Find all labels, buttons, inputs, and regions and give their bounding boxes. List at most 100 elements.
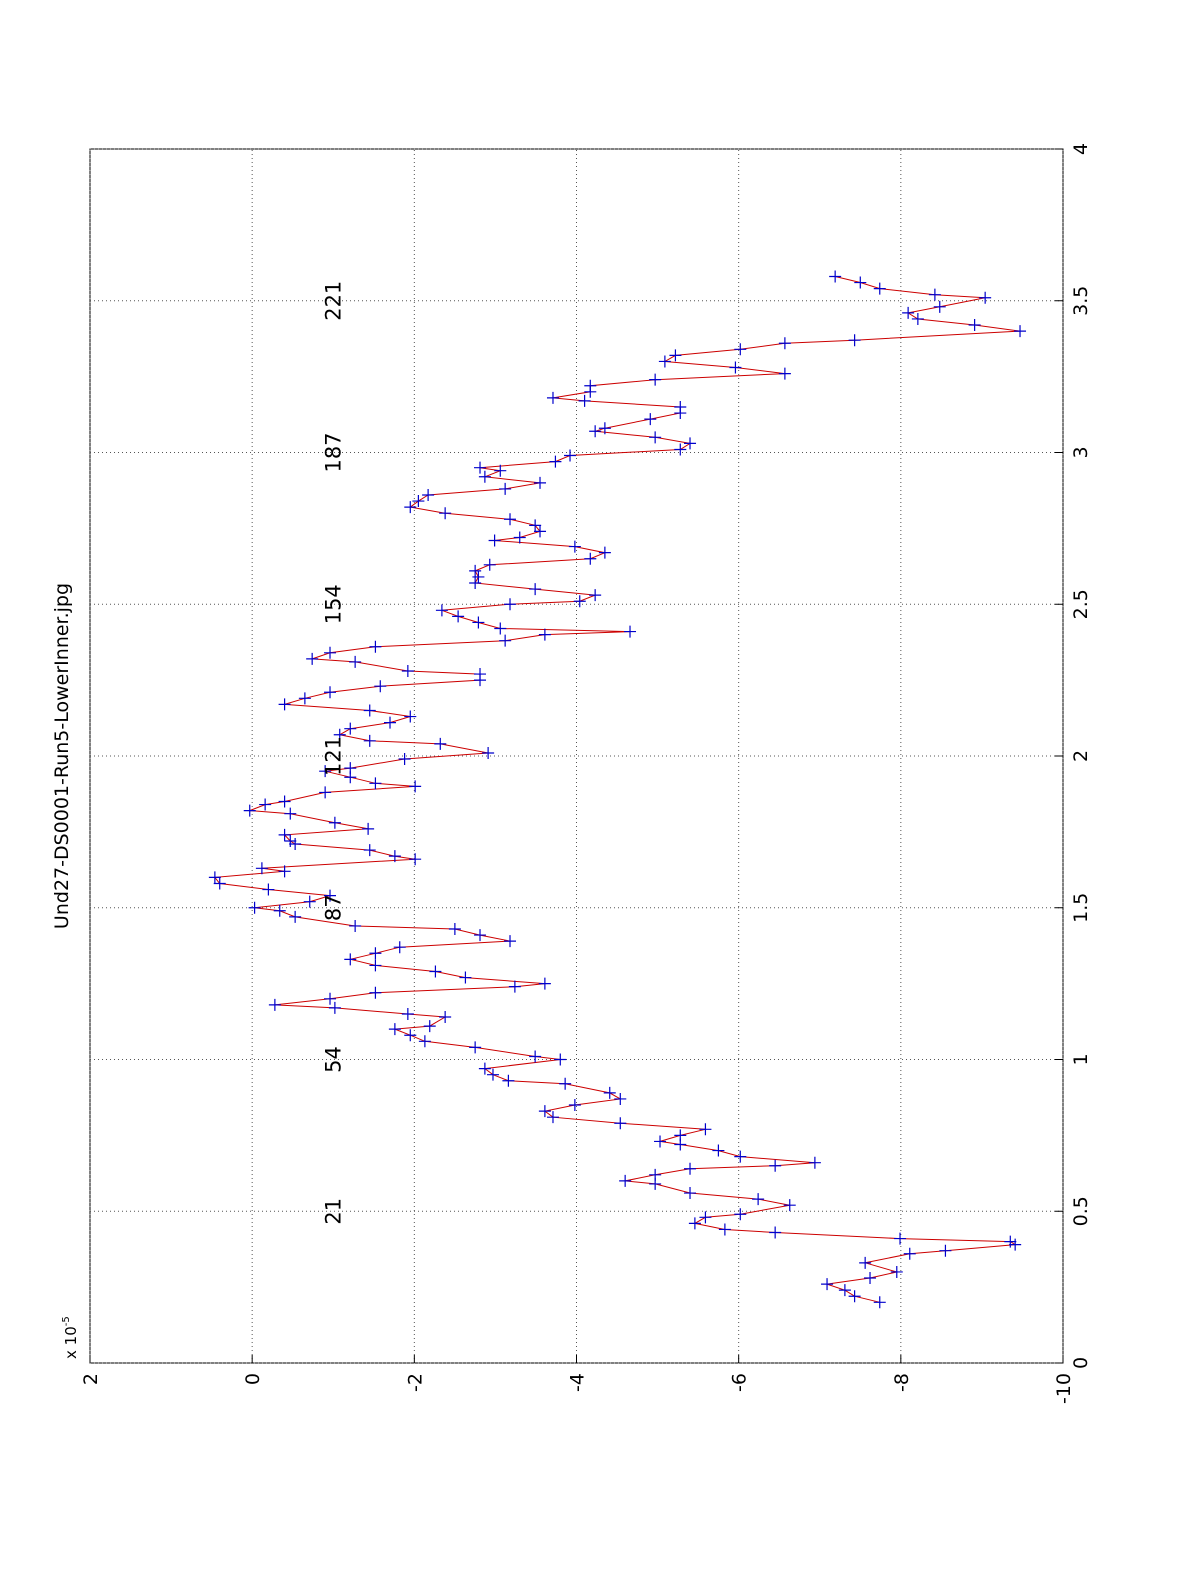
data-marker	[303, 895, 316, 908]
data-marker	[478, 1062, 491, 1075]
data-marker	[903, 1247, 916, 1260]
data-marker	[404, 1029, 417, 1042]
data-marker	[534, 476, 547, 489]
data-marker	[808, 1156, 821, 1169]
data-marker	[864, 1272, 877, 1285]
multiplier-base: x 10	[62, 1326, 80, 1359]
data-marker	[483, 558, 496, 571]
data-marker	[384, 716, 397, 729]
data-marker	[369, 959, 382, 972]
data-marker	[549, 455, 562, 468]
data-marker	[649, 1168, 662, 1181]
data-marker	[854, 276, 867, 289]
data-marker	[488, 534, 501, 547]
data-marker	[401, 665, 414, 678]
annotation: 21	[321, 1198, 345, 1225]
data-marker	[504, 935, 517, 948]
annotation: 154	[321, 584, 345, 624]
data-marker	[699, 1123, 712, 1136]
data-marker	[324, 889, 337, 902]
data-marker	[324, 686, 337, 699]
data-marker	[349, 655, 362, 668]
x-tick-label: 0	[1070, 1357, 1092, 1369]
data-marker	[873, 1296, 886, 1309]
data-marker	[619, 1174, 632, 1187]
data-marker	[718, 1223, 731, 1236]
data-marker	[654, 1135, 667, 1148]
data-marker	[404, 710, 417, 723]
x-tick-label: 3	[1070, 446, 1092, 458]
data-marker	[363, 734, 376, 747]
data-marker	[644, 413, 657, 426]
data-marker	[363, 704, 376, 717]
data-marker	[649, 373, 662, 386]
data-marker	[255, 862, 268, 875]
data-marker	[894, 1232, 907, 1245]
data-marker	[499, 482, 512, 495]
data-marker	[584, 552, 597, 565]
data-marker	[459, 971, 472, 984]
data-marker	[1004, 1235, 1017, 1248]
data-marker	[538, 977, 551, 990]
data-marker	[494, 622, 507, 635]
data-marker	[319, 786, 332, 799]
data-marker	[289, 838, 302, 851]
data-marker	[529, 519, 542, 532]
data-marker	[369, 777, 382, 790]
data-marker	[614, 1092, 627, 1105]
data-marker	[213, 877, 226, 890]
data-marker	[598, 422, 611, 435]
data-marker	[298, 692, 311, 705]
x-tick-label: 2.5	[1070, 589, 1092, 619]
data-marker	[472, 616, 485, 629]
data-marker	[401, 1007, 414, 1020]
data-marker	[614, 1117, 627, 1130]
chart-title: Und27-DS0001-Run5-LowerInner.jpg	[51, 583, 73, 929]
data-marker	[1014, 325, 1027, 338]
data-marker	[369, 640, 382, 653]
data-marker	[474, 929, 487, 942]
data-marker	[568, 540, 581, 553]
data-marker	[278, 698, 291, 711]
data-marker	[933, 300, 946, 313]
data-marker	[502, 1074, 515, 1087]
data-marker	[344, 953, 357, 966]
data-marker	[369, 986, 382, 999]
data-marker	[603, 1086, 616, 1099]
data-marker	[474, 461, 487, 474]
data-marker	[688, 1217, 701, 1230]
data-marker	[374, 680, 387, 693]
multiplier-exponent: -5	[61, 1316, 72, 1326]
x-tick-label: 2	[1070, 750, 1092, 762]
data-marker	[734, 343, 747, 356]
data-marker	[435, 604, 448, 617]
data-marker	[278, 795, 291, 808]
data-marker	[649, 431, 662, 444]
data-marker	[928, 288, 941, 301]
x-tick-label: 1	[1070, 1053, 1092, 1065]
data-marker	[674, 1129, 687, 1142]
data-marker	[478, 470, 491, 483]
data-marker	[778, 367, 791, 380]
data-marker	[734, 1208, 747, 1221]
data-marker	[546, 391, 559, 404]
data-marker	[684, 437, 697, 450]
data-marker	[769, 1226, 782, 1239]
data-marker	[369, 947, 382, 960]
data-marker	[273, 904, 286, 917]
data-marker	[362, 822, 375, 835]
data-marker	[328, 1001, 341, 1014]
data-marker	[829, 270, 842, 283]
data-marker	[363, 844, 376, 857]
axis-multiplier: x 10-5	[61, 1316, 80, 1359]
y-tick-label: 0	[242, 1373, 264, 1385]
y-tick-label: -4	[567, 1373, 589, 1392]
data-marker	[504, 598, 517, 611]
data-marker	[452, 610, 465, 623]
data-marker	[538, 628, 551, 641]
data-marker	[674, 443, 687, 456]
data-marker	[559, 1077, 572, 1090]
data-marker	[979, 291, 992, 304]
data-marker	[911, 312, 924, 325]
